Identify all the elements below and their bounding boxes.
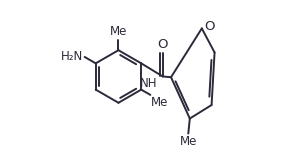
Text: Me: Me [180, 135, 197, 148]
Text: O: O [204, 20, 214, 33]
Text: NH: NH [140, 77, 158, 90]
Text: H₂N: H₂N [61, 50, 83, 63]
Text: O: O [157, 38, 168, 51]
Text: Me: Me [151, 96, 168, 109]
Text: Me: Me [110, 26, 127, 39]
